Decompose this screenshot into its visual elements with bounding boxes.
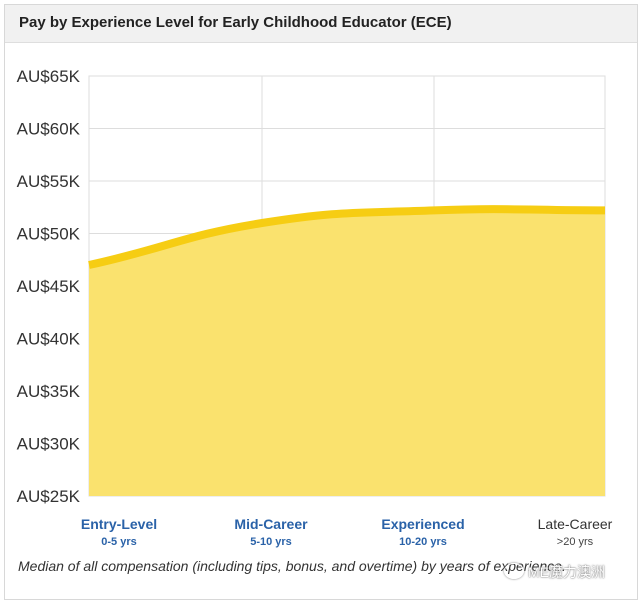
wechat-icon bbox=[504, 563, 524, 579]
y-tick-label-1: AU$60K bbox=[17, 120, 81, 139]
chart-caption: Median of all compensation (including ti… bbox=[18, 558, 566, 574]
y-tick-label-3: AU$50K bbox=[17, 225, 81, 244]
y-tick-label-8: AU$25K bbox=[17, 487, 81, 506]
x-sublabel-3: >20 yrs bbox=[557, 536, 594, 548]
card-header: Pay by Experience Level for Early Childh… bbox=[5, 5, 637, 43]
pay-line bbox=[88, 205, 606, 269]
pay-area bbox=[89, 209, 605, 496]
y-tick-label-0: AU$65K bbox=[17, 67, 81, 86]
area-layer bbox=[88, 205, 606, 496]
x-sublabel-2: 10-20 yrs bbox=[399, 536, 447, 548]
y-tick-label-4: AU$45K bbox=[17, 277, 81, 296]
x-label-1: Mid-Career bbox=[234, 516, 308, 532]
watermark-text: ME魔力澳洲 bbox=[528, 564, 605, 580]
y-axis: AU$65K AU$60K AU$55K AU$50K AU$45K AU$40K AU$3… bbox=[17, 67, 81, 506]
x-label-2: Experienced bbox=[381, 516, 464, 532]
y-tick-label-7: AU$30K bbox=[17, 435, 81, 454]
chart-title: Pay by Experience Level for Early Childh… bbox=[19, 14, 452, 31]
x-sublabel-1: 5-10 yrs bbox=[250, 536, 292, 548]
x-label-3: Late-Career bbox=[538, 516, 613, 532]
y-tick-label-6: AU$35K bbox=[17, 382, 81, 401]
x-sublabel-0: 0-5 yrs bbox=[101, 536, 136, 548]
x-axis: Entry-Level 0-5 yrs Mid-Career 5-10 yrs Expe… bbox=[81, 516, 613, 548]
x-label-0: Entry-Level bbox=[81, 516, 157, 532]
y-tick-label-5: AU$40K bbox=[17, 330, 81, 349]
y-tick-label-2: AU$55K bbox=[17, 172, 81, 191]
watermark: ME魔力澳洲 bbox=[504, 562, 605, 582]
